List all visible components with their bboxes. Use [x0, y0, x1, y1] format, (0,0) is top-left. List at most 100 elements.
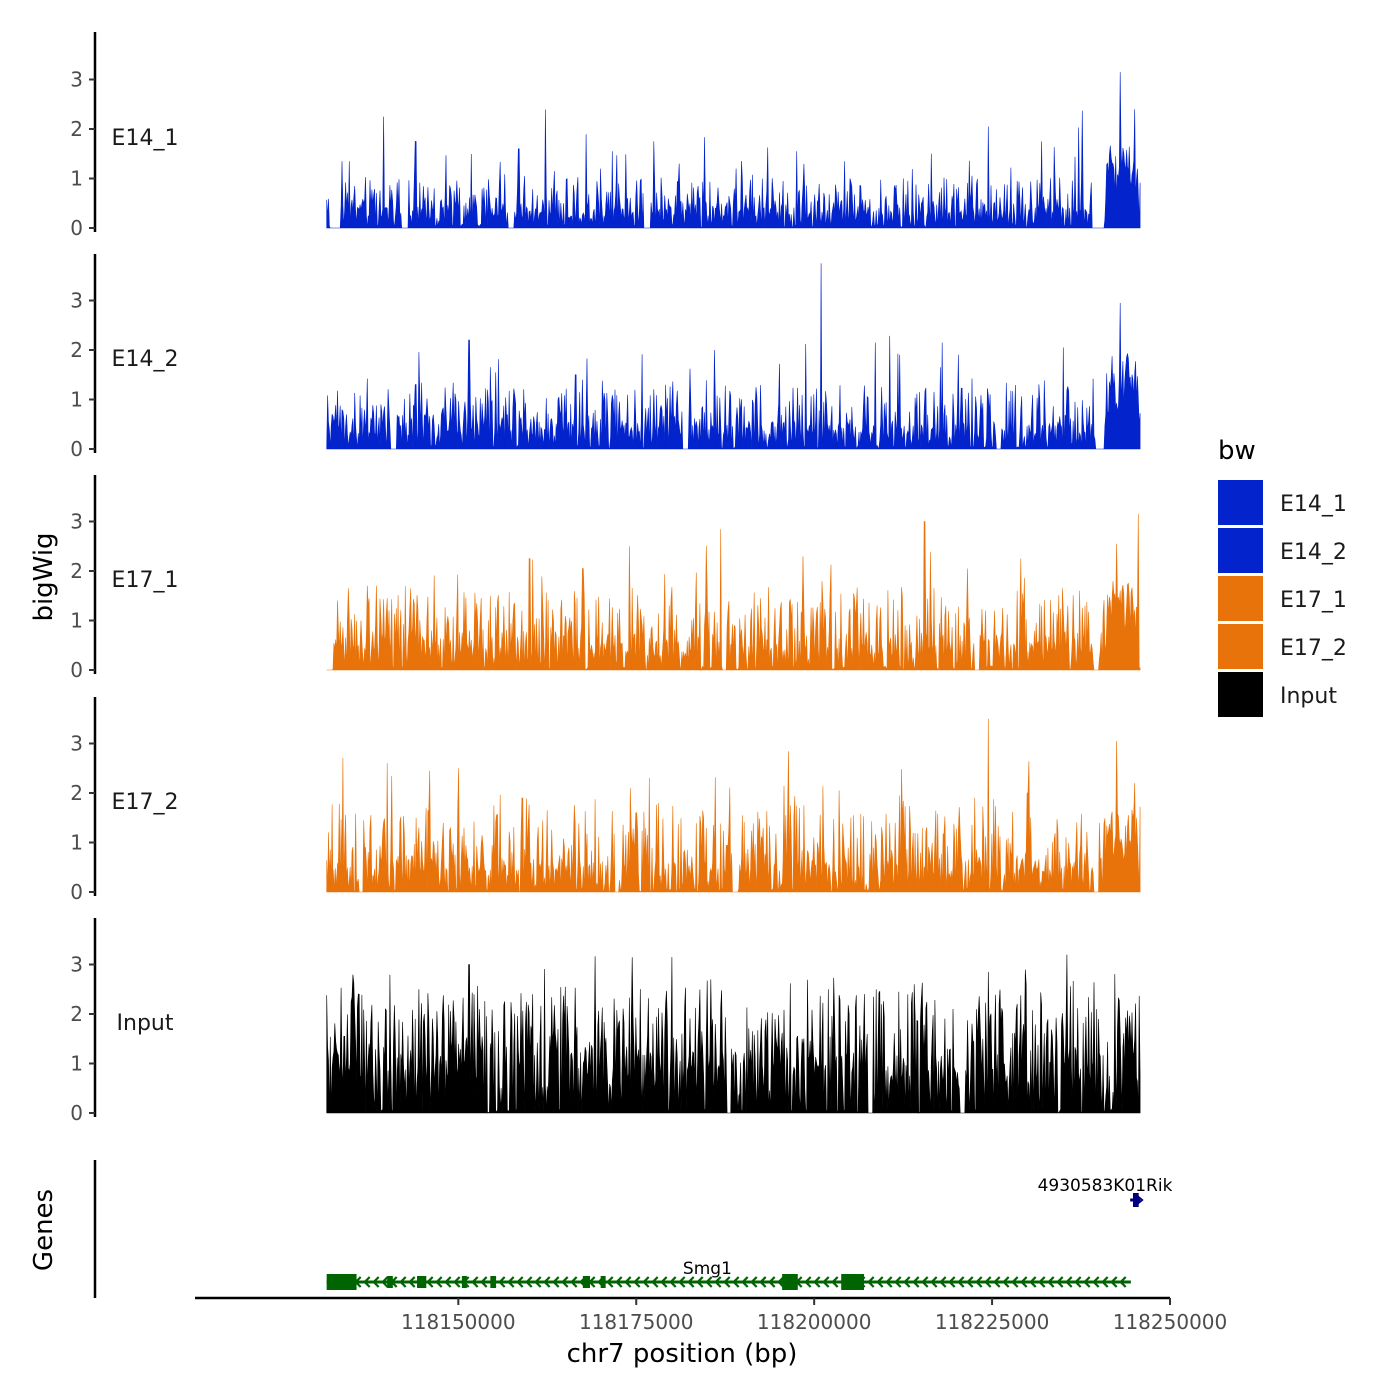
strand-arrow-Smg1 [1002, 1276, 1010, 1288]
y-axis-title: bigWig [29, 532, 59, 621]
exon-Smg1-8 [782, 1274, 798, 1290]
y-tick-label-E14_1-1: 1 [70, 167, 83, 191]
genes-panel: Smg1 4930583K01Rik [93, 1160, 1232, 1298]
y-tick-label-E17_2-2: 2 [70, 781, 83, 805]
legend-key-E14_1 [1218, 480, 1263, 525]
exon-Smg1-5 [490, 1276, 497, 1288]
strand-arrow-Smg1 [1056, 1276, 1064, 1288]
strand-arrow-Smg1 [768, 1276, 776, 1288]
exon-Smg1-3 [417, 1276, 427, 1288]
y-tick-label-E14_2-3: 3 [70, 289, 83, 313]
x-axis-title: chr7 position (bp) [567, 1339, 798, 1369]
legend-label-E17_1: E17_1 [1280, 588, 1347, 613]
strand-arrow-Smg1 [1074, 1276, 1082, 1288]
strand-arrow-Smg1 [903, 1276, 911, 1288]
legend-title: bw [1218, 436, 1256, 466]
strand-arrow-Smg1 [732, 1276, 740, 1288]
y-tick-label-E17_2-0: 0 [70, 880, 83, 904]
track-label-Input: Input [117, 1011, 174, 1036]
strand-arrow-Smg1 [678, 1276, 686, 1288]
strand-arrow-Smg1 [435, 1276, 443, 1288]
strand-arrow-Smg1 [696, 1276, 704, 1288]
strand-arrow-Smg1 [1092, 1276, 1100, 1288]
gene-label-4930583K01Rik: 4930583K01Rik [1038, 1176, 1173, 1196]
strand-arrow-Smg1 [399, 1276, 407, 1288]
legend-key-E17_1 [1218, 576, 1263, 621]
strand-arrow-Smg1 [894, 1276, 902, 1288]
strand-arrow-Smg1 [975, 1276, 983, 1288]
strand-arrow-Smg1 [687, 1276, 695, 1288]
track-label-E14_1: E14_1 [112, 126, 179, 151]
strand-arrow-Smg1 [507, 1276, 515, 1288]
strand-arrow-Smg1 [642, 1276, 650, 1288]
track-label-E17_2: E17_2 [112, 790, 179, 815]
gene-label-Smg1: Smg1 [683, 1259, 732, 1279]
strand-arrow-Smg1 [498, 1276, 506, 1288]
strand-arrow-Smg1 [957, 1276, 965, 1288]
strand-arrow-Smg1 [1020, 1276, 1028, 1288]
strand-arrow-Smg1 [381, 1276, 389, 1288]
genes-panel-title: Genes [29, 1189, 59, 1271]
strand-arrow-Smg1 [948, 1276, 956, 1288]
y-tick-label-E17_1-2: 2 [70, 559, 83, 583]
y-tick-label-E17_2-3: 3 [70, 732, 83, 756]
strand-arrow-Smg1 [606, 1276, 614, 1288]
track-E14_1: 0 1 2 3 E14_1 [70, 32, 1141, 240]
strand-arrow-Smg1 [561, 1276, 569, 1288]
x-tick-label-118150000: 118150000 [401, 1310, 516, 1334]
strand-arrow-Smg1 [1038, 1276, 1046, 1288]
signal-area-Input [326, 954, 1141, 1114]
strand-arrow-Smg1 [408, 1276, 416, 1288]
legend-label-E14_1: E14_1 [1280, 492, 1347, 517]
strand-arrow-Smg1 [1110, 1276, 1118, 1288]
strand-arrow-Smg1 [930, 1276, 938, 1288]
y-tick-label-Input-3: 3 [70, 953, 83, 977]
strand-arrow-Smg1 [921, 1276, 929, 1288]
strand-arrow-Smg1 [1047, 1276, 1055, 1288]
strand-arrow-Smg1 [471, 1276, 479, 1288]
strand-arrow-Smg1 [966, 1276, 974, 1288]
y-tick-label-E17_1-0: 0 [70, 658, 83, 682]
strand-arrow-Smg1 [813, 1276, 821, 1288]
strand-arrow-Smg1 [480, 1276, 488, 1288]
gene-4930583K01Rik: 4930583K01Rik [1038, 1176, 1173, 1207]
strand-arrow-Smg1 [885, 1276, 893, 1288]
strand-arrow-Smg1 [660, 1276, 668, 1288]
strand-arrow-Smg1 [372, 1276, 380, 1288]
strand-arrow-Smg1 [525, 1276, 533, 1288]
exon-Smg1-9 [841, 1274, 864, 1290]
strand-arrow-Smg1 [444, 1276, 452, 1288]
strand-arrow-Smg1 [993, 1276, 1001, 1288]
legend-label-E17_2: E17_2 [1280, 636, 1347, 661]
x-tick-label-118175000: 118175000 [579, 1310, 694, 1334]
strand-arrow-Smg1 [912, 1276, 920, 1288]
exon-4930583K01Rik-1 [1132, 1193, 1139, 1207]
strand-arrow-Smg1 [777, 1276, 785, 1288]
track-label-E14_2: E14_2 [112, 347, 179, 372]
track-Input: 0 1 2 3 Input [70, 918, 1141, 1125]
strand-arrow-Smg1 [831, 1276, 839, 1288]
legend: bw E14_1 E14_2 E17_1 E17_2 Input [1218, 436, 1347, 717]
y-tick-label-E17_2-1: 1 [70, 831, 83, 855]
strand-arrow-Smg1 [1083, 1276, 1091, 1288]
track-label-E17_1: E17_1 [112, 568, 179, 593]
strand-arrow-Smg1 [633, 1276, 641, 1288]
strand-arrow-Smg1 [750, 1276, 758, 1288]
strand-arrow-Smg1 [534, 1276, 542, 1288]
strand-arrow-Smg1 [1029, 1276, 1037, 1288]
exon-Smg1-4 [461, 1276, 467, 1288]
strand-arrow-Smg1 [543, 1276, 551, 1288]
exon-Smg1-1 [326, 1274, 357, 1290]
strand-arrow-Smg1 [615, 1276, 623, 1288]
strand-arrow-Smg1 [1011, 1276, 1019, 1288]
strand-arrow-Smg1 [705, 1276, 713, 1288]
signal-area-E17_1 [326, 514, 1141, 671]
strand-arrow-Smg1 [822, 1276, 830, 1288]
strand-arrow-Smg1 [426, 1276, 434, 1288]
track-E17_1: 0 1 2 3 E17_1 [70, 475, 1141, 682]
signal-area-E14_2 [326, 263, 1141, 450]
strand-arrow-Smg1 [714, 1276, 722, 1288]
strand-arrow-Smg1 [1119, 1276, 1127, 1288]
